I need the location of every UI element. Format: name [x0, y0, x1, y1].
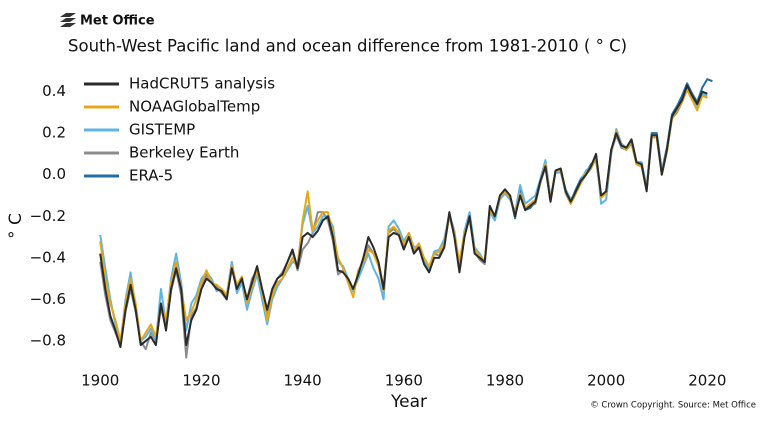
y-tick-label: 0.2 [42, 124, 66, 142]
x-tick-label: 1960 [385, 372, 423, 390]
y-tick-label: 0.0 [42, 165, 66, 183]
x-tick-label: 2020 [688, 372, 726, 390]
legend-label: NOAAGlobalTemp [129, 98, 260, 116]
legend-label: HadCRUT5 analysis [129, 75, 275, 93]
source-note: © Crown Copyright. Source: Met Office [590, 401, 756, 411]
series-line [99, 84, 708, 349]
x-tick-label: 1980 [486, 372, 524, 390]
legend-label: GISTEMP [129, 121, 195, 139]
logo-text: Met Office [80, 14, 155, 29]
legend-label: ERA-5 [129, 167, 173, 185]
x-tick-label: 1900 [81, 372, 119, 390]
legend-label: Berkeley Earth [129, 144, 239, 162]
y-axis-label: ° C [6, 213, 26, 239]
x-tick-label: 1920 [182, 372, 220, 390]
x-tick-label: 2000 [587, 372, 625, 390]
x-axis-label: Year [390, 392, 427, 412]
chart-title: South-West Pacific land and ocean differ… [68, 37, 627, 56]
legend: HadCRUT5 analysis NOAAGlobalTemp GISTEMP Be… [84, 75, 275, 185]
series-line [99, 88, 708, 342]
logo-icon [60, 13, 76, 27]
y-tick-label: 0.4 [42, 82, 66, 100]
y-tick-label: −0.4 [30, 248, 66, 266]
x-tick-label: 1940 [284, 372, 322, 390]
y-tick-label: −0.6 [30, 290, 66, 308]
series-line [99, 86, 708, 347]
y-tick-label: −0.8 [30, 331, 66, 349]
y-tick-label: −0.2 [30, 207, 66, 225]
